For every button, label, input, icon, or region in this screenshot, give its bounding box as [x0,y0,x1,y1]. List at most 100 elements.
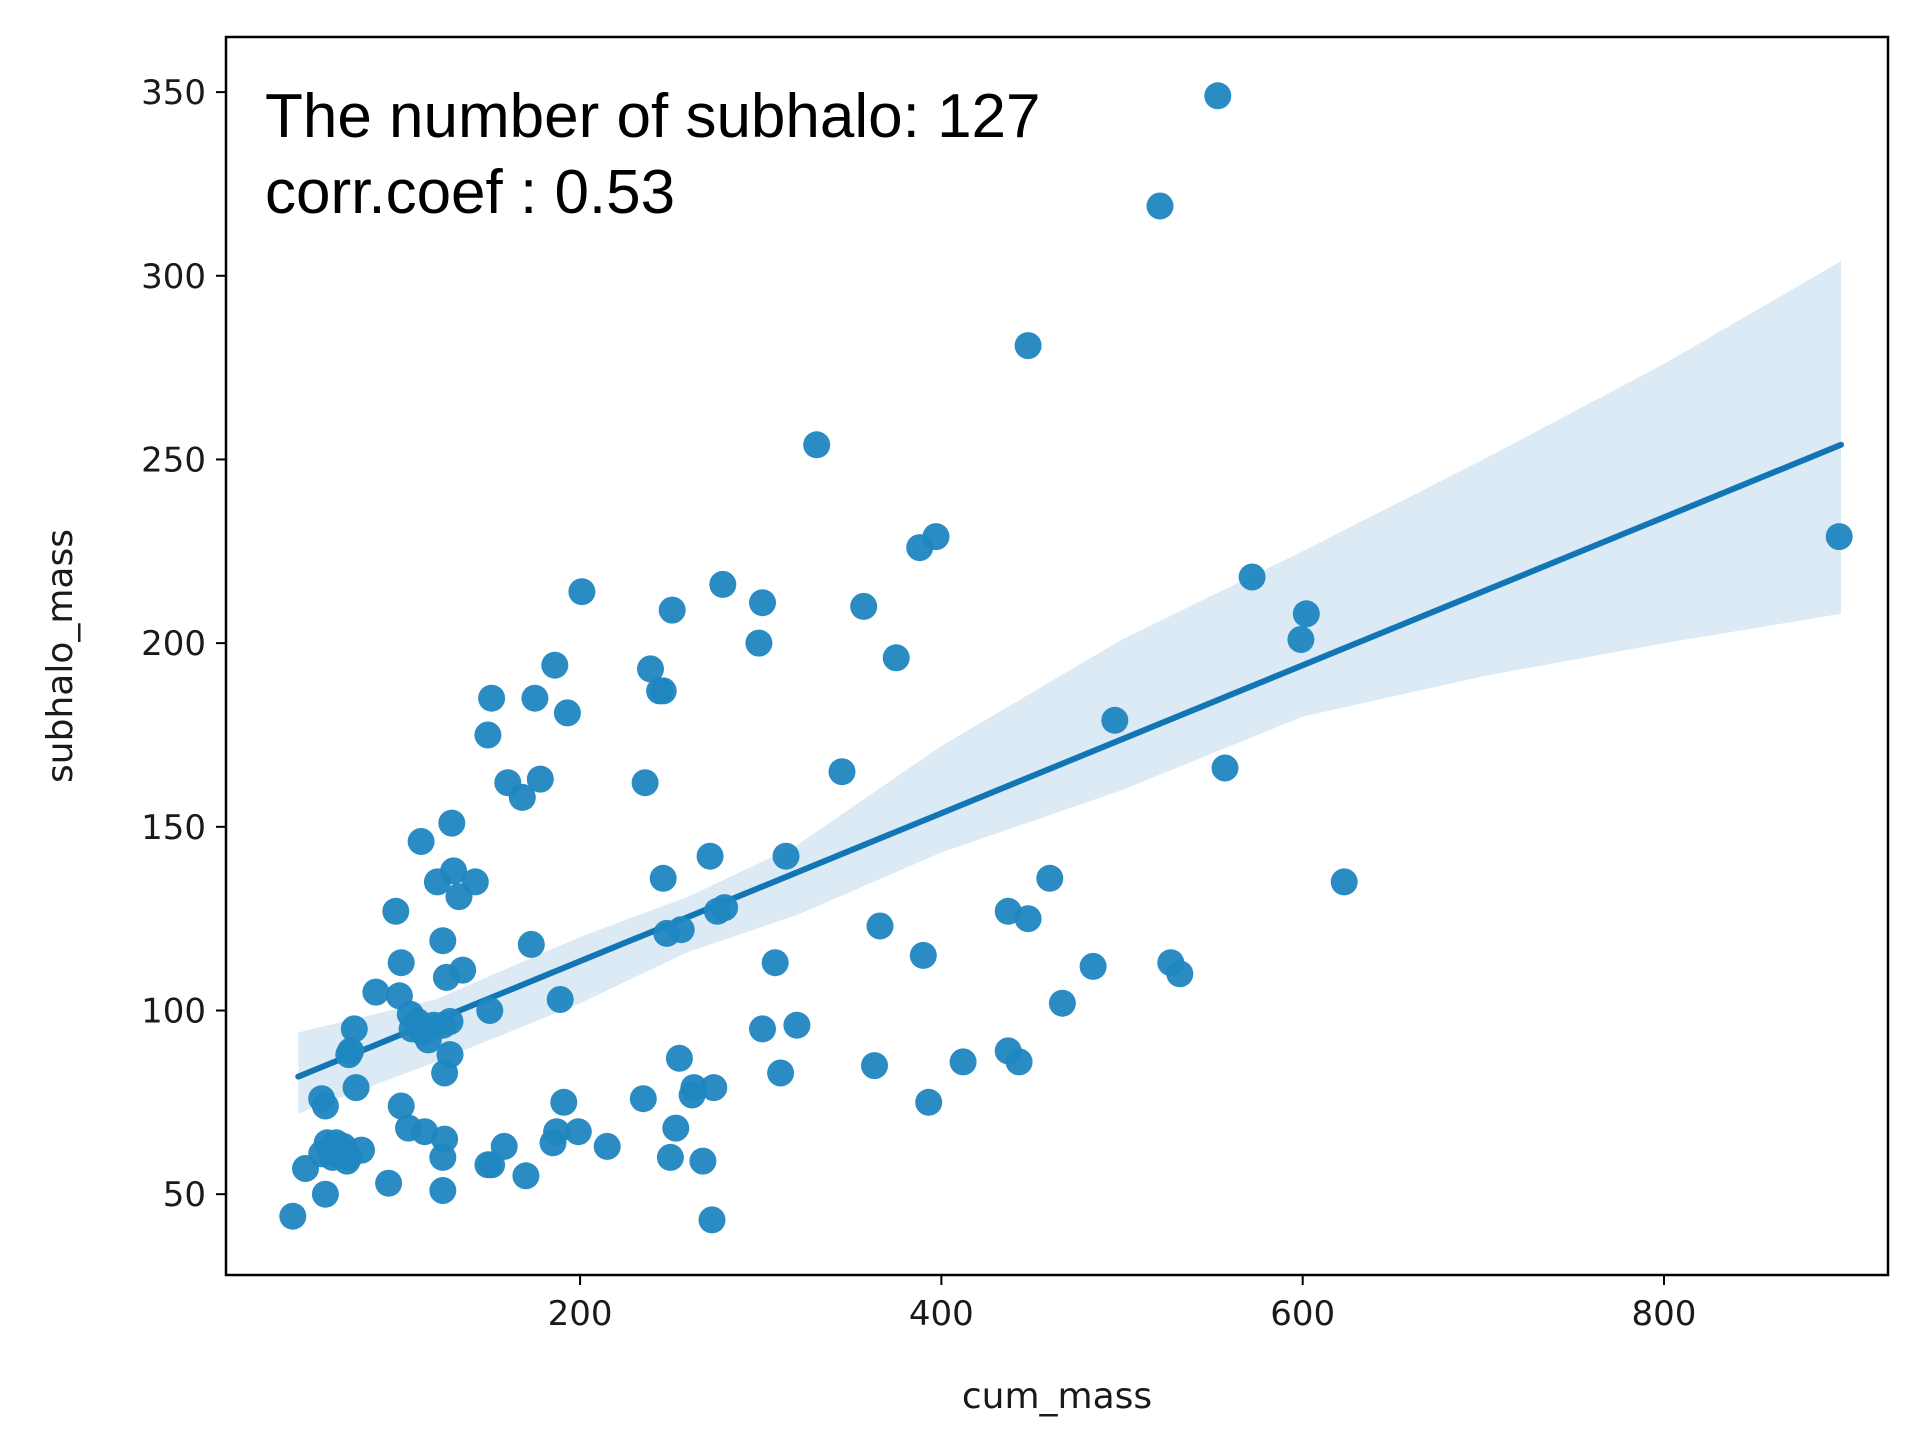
y-axis-ticks: 50 100 150 200 250 300 350 [141,73,226,1215]
data-point [1292,600,1320,628]
data-point [767,1059,795,1087]
regression-line [295,441,1845,1080]
data-point [382,897,410,925]
data-point [866,912,894,940]
subhalo-count-annotation: The number of subhalo: 127 [265,82,1041,151]
data-point [1048,989,1076,1017]
data-point [803,431,831,459]
data-point [414,1026,442,1054]
data-point [553,699,581,727]
y-tick-label: 50 [163,1175,206,1215]
y-tick-label: 250 [141,440,206,480]
correlation-annotation: corr.coef : 0.53 [265,158,675,227]
data-point [637,655,664,683]
data-point [568,578,596,606]
data-point [1101,706,1129,734]
x-tick-label: 400 [909,1294,974,1334]
data-point [431,1059,459,1087]
data-point [1330,868,1358,896]
data-point [476,997,504,1024]
data-point [711,894,739,922]
y-tick-label: 300 [141,257,206,297]
data-point [335,1143,363,1171]
data-point [445,883,473,911]
data-point [335,1041,363,1069]
data-point [649,864,677,892]
data-point [749,589,776,617]
data-point [340,1015,368,1043]
data-point [678,1081,706,1109]
data-point [906,534,934,562]
data-point [698,1206,726,1234]
data-point [429,927,457,955]
data-point [342,1074,370,1102]
data-point [432,963,460,991]
data-point [915,1088,943,1116]
data-point [1079,952,1107,980]
data-point [512,1162,540,1190]
data-point [423,868,451,896]
data-point [696,842,724,870]
confidence-band [298,261,1841,1114]
y-tick-label: 200 [141,624,206,664]
y-tick-label: 150 [141,808,206,848]
data-point [1825,523,1853,551]
data-point [662,1114,690,1142]
data-point [749,1015,776,1043]
data-point [700,1074,728,1102]
y-tick-label: 100 [141,992,206,1032]
data-point [653,919,681,947]
data-point [1211,754,1239,782]
y-tick-label: 350 [141,73,206,113]
data-point [909,941,937,969]
data-point [541,651,569,679]
x-axis-ticks: 200 400 600 800 [548,1275,1697,1334]
data-point [658,596,686,624]
data-point [311,1180,339,1208]
data-point [539,1129,567,1157]
data-points-layer [279,82,1853,1234]
data-point [474,1151,502,1179]
data-point [709,570,737,598]
x-tick-label: 600 [1270,1294,1335,1334]
data-point [508,783,536,811]
data-point [1146,192,1174,220]
data-point [646,677,674,705]
data-point [521,684,549,712]
data-point [362,978,390,1006]
data-point [311,1092,339,1120]
data-point [949,1048,977,1076]
x-tick-label: 800 [1632,1294,1697,1334]
data-point [429,1177,457,1204]
data-point [564,1118,592,1146]
data-point [745,629,773,657]
data-point [1166,960,1194,988]
data-point [1036,864,1064,892]
data-point [1238,563,1266,591]
data-point [689,1147,717,1175]
y-axis-label: subhalo_mass [40,529,81,783]
data-point [375,1169,403,1197]
data-point [882,644,910,672]
data-point [1005,1048,1033,1076]
data-point [436,1008,464,1035]
data-point [517,930,545,958]
data-point [474,721,502,749]
data-point [546,986,574,1013]
data-point [478,684,506,712]
data-point [526,765,554,793]
data-point [387,1092,415,1120]
data-point [1204,82,1232,110]
data-point [665,1044,693,1072]
data-point [629,1085,657,1113]
data-point [593,1132,621,1160]
data-point [1014,905,1042,933]
data-point [1287,626,1315,653]
regression-line-layer [295,441,1845,1080]
data-point [550,1088,578,1116]
confidence-band-layer [298,261,1841,1114]
data-point [407,828,435,855]
data-point [1014,332,1042,360]
data-point [656,1143,684,1171]
